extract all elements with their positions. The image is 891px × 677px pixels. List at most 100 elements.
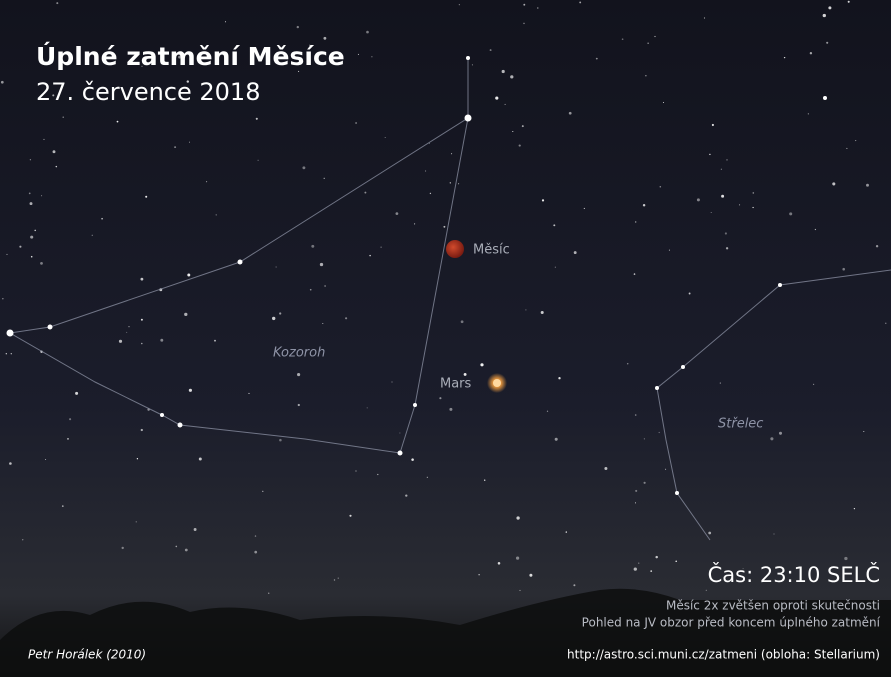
star [145,196,147,198]
star [380,247,381,248]
star [194,528,197,531]
star [522,125,524,127]
star [789,212,792,215]
star [739,204,740,205]
star [784,57,785,58]
star [709,154,710,155]
star [644,482,646,484]
star [566,531,567,532]
star [262,491,263,492]
star [484,480,485,481]
star [367,407,368,408]
star [523,23,525,25]
star [846,148,847,149]
star [189,142,190,143]
star [6,254,7,255]
star [450,182,451,183]
star [773,533,774,534]
star [721,195,724,198]
constellation-label: Kozoroh [273,346,325,361]
star [75,392,78,395]
star [56,2,58,4]
star [187,274,190,277]
star [140,278,143,281]
star [525,309,526,310]
star [184,313,187,316]
star [478,574,479,575]
star [320,263,323,266]
star [137,458,138,459]
star [427,477,428,478]
star [495,97,498,100]
star [635,414,637,416]
star [254,551,257,554]
star [675,561,677,563]
star [141,343,143,345]
star [30,202,33,205]
star [63,117,64,118]
star [392,382,393,383]
star [19,246,21,248]
star [255,535,256,536]
star [706,590,707,591]
star [30,159,31,160]
star [29,193,31,195]
star [770,437,773,440]
star [655,386,659,390]
star [364,192,366,194]
star [689,293,691,295]
star [555,267,556,268]
star [1,81,4,84]
star [663,102,664,103]
star [458,183,459,184]
star [665,469,666,470]
star [711,212,712,213]
star [443,226,445,228]
note: Měsíc 2x zvětšen oproti skutečnosti [666,599,880,613]
star [753,192,755,194]
star [2,298,3,299]
star [752,207,753,208]
star [542,199,544,201]
star [558,377,560,379]
star [634,567,637,570]
sky-map: Úplné zatmění Měsíce 27. července 2018 M… [0,0,891,677]
star [358,54,359,55]
star [136,521,137,522]
star [708,532,711,535]
star [40,262,43,265]
star [398,451,403,456]
star [178,423,183,428]
star [425,170,426,171]
star [519,590,520,591]
star [141,429,143,431]
star [529,574,532,577]
star [279,439,282,442]
star [238,260,243,265]
star [311,245,314,248]
star [573,584,575,586]
star [842,268,845,271]
star [643,204,645,206]
star [322,323,323,324]
star [604,467,607,470]
star [584,208,585,209]
star [43,139,44,140]
constellation-label: Střelec [718,417,763,432]
star [519,145,521,147]
star [505,104,506,105]
star [635,221,636,222]
star [128,326,129,327]
star [650,570,652,572]
author: Petr Horálek (2010) [28,648,146,662]
star [48,325,53,330]
star [126,332,127,333]
star [413,403,417,407]
star [634,273,636,275]
star [480,363,483,366]
star [30,236,33,239]
star [414,223,415,224]
star [324,178,325,179]
moon-label: Měsíc [473,243,510,258]
star [655,556,657,558]
